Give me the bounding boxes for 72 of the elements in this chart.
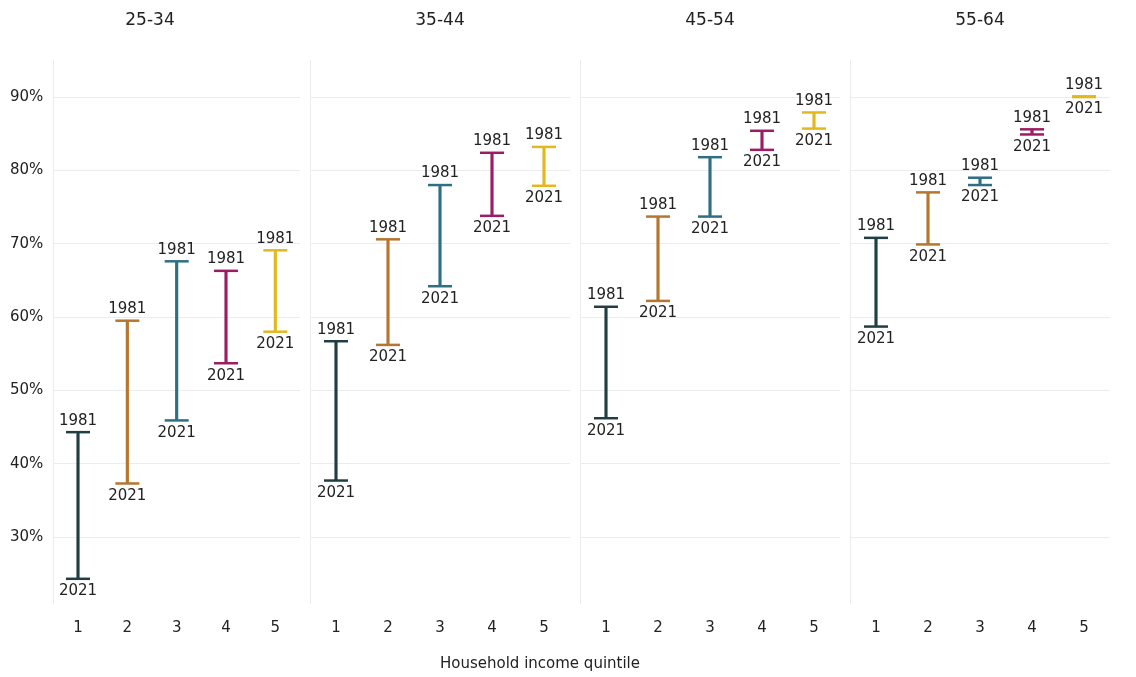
annotation: 2021 [108,485,147,504]
y-tick-label: 30% [10,526,44,545]
x-tick-label: 1 [871,617,881,636]
annotation: 1981 [638,194,678,213]
annotation: 2021 [856,328,896,347]
annotation: 1981 [586,285,626,304]
annotation: 1981 [316,319,356,338]
annotation: 1981 [960,156,1000,175]
y-tick-label: 70% [10,233,44,252]
chart-title: 35-44 [415,8,465,29]
x-tick-label: 5 [539,617,549,636]
x-tick-label: 5 [809,617,819,636]
x-tick-label: 4 [757,617,767,636]
annotation: 1981 [368,217,408,236]
x-tick-label: 2 [923,617,933,636]
x-tick-label: 5 [1079,617,1089,636]
x-tick-label: 3 [975,617,985,636]
x-tick-label: 3 [435,617,445,636]
annotation: 1981 [1012,107,1052,126]
x-tick-label: 4 [1027,617,1037,636]
annotation: 1981 [58,410,98,429]
annotation: 1981 [690,135,730,154]
y-tick-label: 50% [10,380,44,399]
annotation: 2021 [638,303,678,322]
annotation: 1981 [856,216,896,235]
annotation: 1981 [108,299,147,318]
annotation: 2021 [58,581,98,600]
x-tick-label: 5 [270,617,281,636]
x-tick-label: 3 [171,617,182,636]
annotation: 2021 [908,246,948,265]
annotation: 1981 [742,109,782,128]
annotation: 2021 [690,218,730,237]
annotation: 1981 [472,131,512,150]
x-tick-label: 2 [122,617,133,636]
annotation: 1981 [794,90,834,109]
chart-title: 25-34 [125,8,175,29]
y-tick-label: 80% [10,160,44,179]
annotation: 2021 [586,420,626,439]
y-tick-label: 40% [10,453,44,472]
annotation: 2021 [420,288,460,307]
annotation: 1981 [206,249,246,268]
annotation: 1981 [157,239,196,258]
annotation: 2021 [472,218,512,237]
x-tick-label: 4 [221,617,231,636]
annotation: 1981 [1064,74,1104,93]
annotation: 1981 [524,125,564,144]
annotation: 1981 [420,163,460,182]
annotation: 2021 [794,130,834,149]
annotation: 2021 [157,422,196,441]
x-tick-label: 3 [705,617,715,636]
chart-title: 55-64 [955,8,1005,29]
annotation: 1981 [908,170,948,189]
annotation: 1981 [256,228,295,247]
chart-title: 45-54 [685,8,735,29]
annotation: 2021 [524,188,564,207]
annotation: 2021 [742,152,782,171]
annotation: 2021 [316,482,356,501]
annotation: 2021 [960,187,1000,206]
annotation: 2021 [1064,99,1104,118]
annotation: 2021 [1012,136,1052,155]
x-axis-title: Household income quintile [440,654,641,672]
x-tick-label: 2 [383,617,393,636]
annotation: 2021 [256,334,295,353]
x-tick-label: 1 [331,617,341,636]
y-tick-label: 60% [10,306,44,325]
x-tick-label: 2 [653,617,663,636]
x-tick-label: 1 [73,617,83,636]
x-tick-label: 4 [487,617,497,636]
y-tick-label: 90% [10,86,44,105]
x-tick-label: 1 [601,617,611,636]
annotation: 2021 [368,347,408,366]
annotation: 2021 [206,365,246,384]
